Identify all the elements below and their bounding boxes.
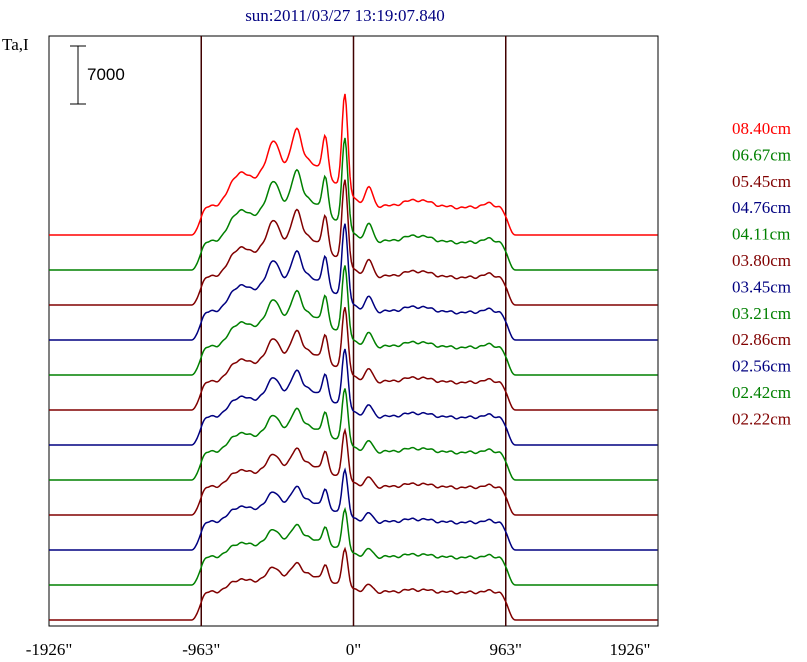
series-line bbox=[49, 467, 658, 551]
legend: 08.40cm 06.67cm 05.45cm 04.76cm 04.11cm 03.80… bbox=[732, 119, 791, 428]
series-line bbox=[49, 506, 658, 586]
series-line bbox=[49, 307, 658, 411]
x-tick-label: 0" bbox=[346, 640, 361, 659]
legend-entry: 06.67cm bbox=[732, 145, 791, 164]
series-line bbox=[49, 388, 658, 481]
legend-entry: 02.42cm bbox=[732, 383, 791, 402]
series-line bbox=[49, 348, 658, 446]
legend-entry: 02.22cm bbox=[732, 409, 791, 428]
scale-bar: 7000 bbox=[70, 45, 125, 105]
x-tick-labels: -1926" -963" 0" 963" 1926" bbox=[26, 640, 651, 659]
series-line bbox=[49, 427, 658, 516]
series-line bbox=[49, 546, 658, 621]
x-tick-label: 1926" bbox=[610, 640, 651, 659]
chart-title: sun:2011/03/27 13:19:07.840 bbox=[245, 6, 445, 25]
series-lines bbox=[49, 93, 658, 621]
series-line bbox=[49, 93, 658, 236]
legend-entry: 02.86cm bbox=[732, 330, 791, 349]
y-axis-label: Ta,I bbox=[2, 35, 29, 54]
x-tick-label: 963" bbox=[490, 640, 522, 659]
series-line bbox=[49, 223, 658, 341]
vertical-lines bbox=[200, 36, 507, 626]
legend-entry: 03.21cm bbox=[732, 304, 791, 323]
legend-entry: 04.11cm bbox=[732, 225, 790, 244]
legend-entry: 02.56cm bbox=[732, 357, 791, 376]
series-line bbox=[49, 179, 658, 306]
x-tick-label: -963" bbox=[182, 640, 220, 659]
legend-entry: 03.45cm bbox=[732, 277, 791, 296]
legend-entry: 05.45cm bbox=[732, 172, 791, 191]
legend-entry: 08.40cm bbox=[732, 119, 791, 138]
legend-entry: 03.80cm bbox=[732, 251, 791, 270]
x-tick-label: -1926" bbox=[26, 640, 73, 659]
scale-bar-label: 7000 bbox=[87, 65, 125, 84]
legend-entry: 04.76cm bbox=[732, 198, 791, 217]
series-line bbox=[49, 265, 658, 376]
series-line bbox=[49, 137, 658, 271]
